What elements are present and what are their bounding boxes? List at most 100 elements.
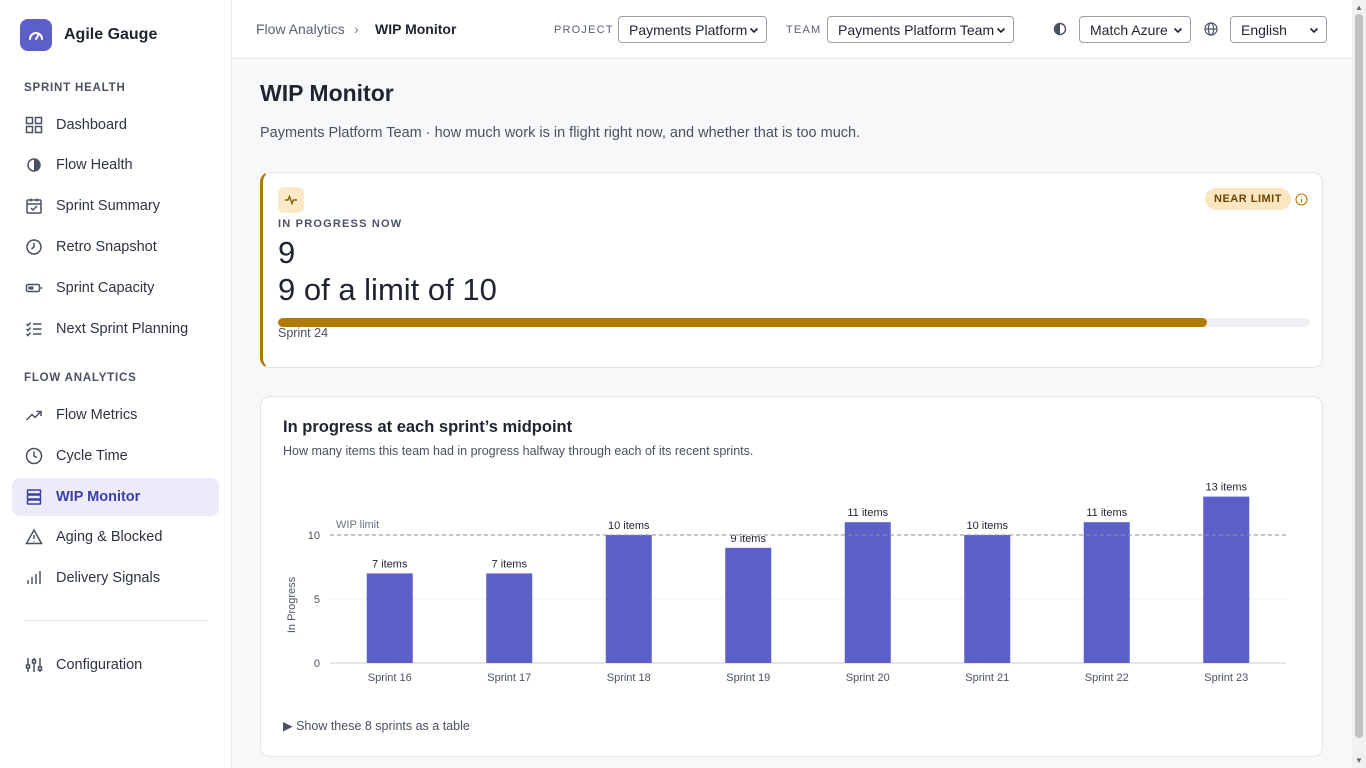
section-flow-analytics: FLOW ANALYTICS xyxy=(24,372,137,384)
team-select[interactable]: Payments Platform Team xyxy=(827,16,1014,43)
sidebar-item-wip-monitor[interactable]: WIP Monitor xyxy=(12,478,219,516)
sidebar-item-sprint-summary[interactable]: Sprint Summary xyxy=(12,187,219,225)
topbar: Flow Analytics › WIP Monitor PROJECT Pay… xyxy=(232,0,1352,59)
bar xyxy=(605,535,652,663)
sidebar-item-next-sprint-planning[interactable]: Next Sprint Planning xyxy=(12,310,219,348)
trend-up-icon xyxy=(24,405,44,425)
theme-select[interactable]: Match Azure xyxy=(1079,16,1191,43)
globe-icon xyxy=(1204,22,1218,36)
bar xyxy=(844,522,891,663)
sidebar-item-label: Delivery Signals xyxy=(56,570,160,586)
sidebar-item-label: Next Sprint Planning xyxy=(56,321,189,337)
bar-data-label: 7 items xyxy=(372,558,408,570)
wip-kicker: IN PROGRESS NOW xyxy=(278,218,403,230)
bar xyxy=(964,535,1011,663)
scroll-up-arrow-icon[interactable]: ▲ xyxy=(1355,3,1363,12)
sidebar-item-aging-blocked[interactable]: Aging & Blocked xyxy=(12,518,219,556)
x-tick-label: Sprint 19 xyxy=(726,672,770,684)
sidebar-item-label: Sprint Capacity xyxy=(56,280,155,296)
info-icon[interactable] xyxy=(1295,193,1308,206)
x-tick-label: Sprint 23 xyxy=(1204,672,1248,684)
bar-data-label: 10 items xyxy=(608,520,650,532)
team-label: TEAM xyxy=(786,24,822,36)
battery-icon xyxy=(24,278,44,298)
pulse-icon xyxy=(278,187,304,213)
language-select-value: English xyxy=(1241,21,1287,38)
sidebar-item-flow-metrics[interactable]: Flow Metrics xyxy=(12,396,219,434)
sidebar-item-label: Flow Metrics xyxy=(56,407,138,423)
language-select[interactable]: English xyxy=(1230,16,1327,43)
bar-data-label: 11 items xyxy=(847,507,888,519)
sidebar-item-label: Sprint Summary xyxy=(56,198,160,214)
calendar-check-icon xyxy=(24,196,44,216)
sidebar-divider xyxy=(24,620,208,621)
status-badge: NEAR LIMIT xyxy=(1205,188,1291,210)
sidebar-item-configuration[interactable]: Configuration xyxy=(12,646,219,684)
y-tick-label: 5 xyxy=(314,594,320,606)
bar xyxy=(1083,522,1130,663)
x-tick-label: Sprint 20 xyxy=(846,672,890,684)
chart-title: In progress at each sprint’s midpoint xyxy=(283,418,573,436)
sliders-icon xyxy=(24,655,44,675)
bar xyxy=(725,547,772,663)
page-subtitle: Payments Platform Team · how much work i… xyxy=(260,125,861,141)
sidebar-item-sprint-capacity[interactable]: Sprint Capacity xyxy=(12,269,219,307)
breadcrumb-parent[interactable]: Flow Analytics xyxy=(256,21,345,37)
bar xyxy=(366,573,413,663)
project-select[interactable]: Payments Platform xyxy=(618,16,767,43)
show-table-toggle[interactable]: ▶ Show these 8 sprints as a table xyxy=(283,719,470,733)
sidebar-item-label: Retro Snapshot xyxy=(56,239,157,255)
app-name: Agile Gauge xyxy=(64,26,158,43)
grid-icon xyxy=(24,115,44,135)
sidebar-item-cycle-time[interactable]: Cycle Time xyxy=(12,437,219,475)
sidebar-item-label: Dashboard xyxy=(56,117,127,133)
wip-limit-label: WIP limit xyxy=(336,519,379,531)
wip-current-value: 9 xyxy=(278,235,296,270)
brand[interactable]: Agile Gauge xyxy=(20,19,157,51)
bar-data-label: 9 items xyxy=(731,533,767,545)
sidebar-item-delivery-signals[interactable]: Delivery Signals xyxy=(12,559,219,597)
sidebar-item-dashboard[interactable]: Dashboard xyxy=(12,106,219,144)
sidebar-item-label: WIP Monitor xyxy=(56,489,141,505)
bar-data-label: 11 items xyxy=(1086,507,1127,519)
wip-progress-bar xyxy=(278,318,1310,327)
sidebar: Agile Gauge SPRINT HEALTH Dashboard Flow… xyxy=(0,0,232,768)
chevron-down-icon xyxy=(996,27,1006,34)
bar xyxy=(1203,496,1250,663)
y-tick-label: 10 xyxy=(308,530,320,542)
gauge-logo-icon xyxy=(20,19,52,51)
x-tick-label: Sprint 17 xyxy=(487,672,531,684)
section-sprint-health: SPRINT HEALTH xyxy=(24,82,126,94)
wip-history-chart-card: In progress at each sprint’s midpoint Ho… xyxy=(260,396,1323,757)
sidebar-item-flow-health[interactable]: Flow Health xyxy=(12,146,219,184)
theme-select-value: Match Azure xyxy=(1090,21,1168,38)
page-title: WIP Monitor xyxy=(260,80,394,106)
project-label: PROJECT xyxy=(554,24,614,36)
wip-limit-text: 9 of a limit of 10 xyxy=(278,272,497,307)
wip-progress-fill xyxy=(278,318,1207,327)
half-circle-icon xyxy=(24,155,44,175)
bar xyxy=(486,573,533,663)
scroll-down-arrow-icon[interactable]: ▼ xyxy=(1355,756,1363,765)
sidebar-item-retro-snapshot[interactable]: Retro Snapshot xyxy=(12,228,219,266)
clock-icon xyxy=(24,237,44,257)
y-axis-label: In Progress xyxy=(286,576,298,633)
x-tick-label: Sprint 16 xyxy=(368,672,412,684)
breadcrumb-separator: › xyxy=(354,21,359,37)
warning-icon xyxy=(24,527,44,547)
chevron-down-icon xyxy=(1309,27,1319,34)
bars-icon xyxy=(24,568,44,588)
project-select-value: Payments Platform xyxy=(629,21,748,38)
chart-subtitle: How many items this team had in progress… xyxy=(283,444,754,458)
checklist-icon xyxy=(24,319,44,339)
scroll-thumb[interactable] xyxy=(1355,14,1363,738)
wip-progress-caption: Sprint 24 xyxy=(278,326,329,340)
breadcrumb-current: WIP Monitor xyxy=(375,21,457,37)
chevron-down-icon xyxy=(749,27,759,34)
x-tick-label: Sprint 22 xyxy=(1085,672,1129,684)
bar-data-label: 13 items xyxy=(1205,482,1247,494)
sidebar-item-label: Configuration xyxy=(56,657,143,673)
y-tick-label: 0 xyxy=(314,658,320,670)
bar-data-label: 7 items xyxy=(492,558,528,570)
scrollbar[interactable]: ▲ ▼ xyxy=(1352,0,1366,768)
